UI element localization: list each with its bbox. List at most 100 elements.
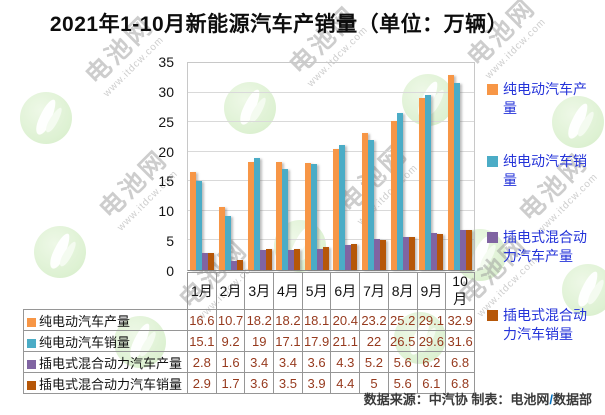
table-value-cell: 6.2 bbox=[416, 351, 447, 373]
legend-swatch-icon bbox=[487, 232, 498, 243]
series-name: 插电式混合动力汽车产量 bbox=[39, 355, 183, 371]
bar-纯电动汽车销量-4月 bbox=[282, 168, 289, 270]
bar-插电式混合动力汽车产量-7月 bbox=[374, 239, 380, 270]
y-axis-label: 15 bbox=[158, 173, 174, 190]
bar-插电式混合动力汽车销量-4月 bbox=[294, 249, 301, 270]
y-axis-label: 25 bbox=[158, 113, 174, 130]
table-value-cell: 29.1 bbox=[416, 309, 447, 331]
series-swatch-icon bbox=[27, 380, 36, 390]
table-value-cell: 18.2 bbox=[244, 309, 275, 331]
legend-label: 纯电动汽车产量 bbox=[503, 81, 587, 116]
table-value-cell: 20.4 bbox=[330, 309, 361, 331]
table-month-header: 7月 bbox=[359, 272, 389, 310]
bar-插电式混合动力汽车销量-3月 bbox=[265, 248, 272, 270]
bar-纯电动汽车产量-3月 bbox=[247, 162, 254, 270]
series-name: 插电式混合动力汽车销量 bbox=[39, 376, 183, 392]
table-month-header: 5月 bbox=[301, 272, 332, 310]
gridline bbox=[188, 209, 474, 211]
bar-插电式混合动力汽车销量-9月 bbox=[437, 233, 444, 270]
series-swatch-icon bbox=[27, 359, 36, 369]
watermark-logo-icon bbox=[34, 226, 86, 278]
table-row: 纯电动汽车销量 15.1 9.2 19 17.1 17.9 21.1 22 26.5 29.6 31… bbox=[23, 330, 475, 352]
bar-纯电动汽车产量-7月 bbox=[362, 132, 368, 270]
table-value-cell: 3.4 bbox=[244, 351, 275, 373]
watermark-logo-icon bbox=[20, 92, 72, 144]
series-swatch-icon bbox=[27, 338, 36, 348]
series-name: 纯电动汽车销量 bbox=[39, 334, 131, 350]
bar-纯电动汽车产量-2月 bbox=[219, 206, 225, 270]
table-value-cell: 6.8 bbox=[445, 372, 475, 394]
table-month-header: 6月 bbox=[330, 272, 361, 310]
bar-纯电动汽车销量-5月 bbox=[310, 164, 317, 270]
bar-纯电动汽车产量-10月 bbox=[447, 75, 454, 270]
table-month-header: 3月 bbox=[244, 272, 275, 310]
table-value-cell: 5.6 bbox=[387, 372, 418, 394]
bar-纯电动汽车产量-5月 bbox=[304, 162, 311, 270]
bar-插电式混合动力汽车产量-3月 bbox=[259, 249, 266, 270]
table-value-cell: 21.1 bbox=[330, 330, 361, 352]
table-value-cell: 32.9 bbox=[445, 309, 475, 331]
bar-插电式混合动力汽车销量-2月 bbox=[237, 259, 243, 270]
legend-item: 插电式混合动力汽车销量 bbox=[487, 306, 589, 344]
watermark-logo-icon bbox=[562, 264, 605, 316]
table-value-cell: 3.9 bbox=[301, 372, 332, 394]
bar-纯电动汽车销量-8月 bbox=[396, 113, 403, 270]
table-value-cell: 9.2 bbox=[215, 330, 246, 352]
legend-swatch-icon bbox=[487, 156, 498, 167]
gridline bbox=[188, 180, 474, 182]
table-value-cell: 3.5 bbox=[273, 372, 303, 394]
table-value-cell: 22 bbox=[359, 330, 389, 352]
legend-item: 纯电动汽车产量 bbox=[487, 80, 589, 118]
series-swatch-icon bbox=[27, 317, 36, 327]
y-axis-label: 5 bbox=[166, 233, 174, 250]
table-value-cell: 4.4 bbox=[330, 372, 361, 394]
source-note: 数据来源：中汽协 制表：电池网/数据部 bbox=[364, 389, 592, 408]
table-value-cell: 3.6 bbox=[301, 351, 332, 373]
table-value-cell: 15.1 bbox=[187, 330, 217, 352]
table-value-cell: 19 bbox=[244, 330, 275, 352]
series-name: 纯电动汽车产量 bbox=[39, 313, 131, 329]
legend-label: 插电式混合动力汽车销量 bbox=[503, 307, 587, 342]
table-month-header: 4月 bbox=[273, 272, 303, 310]
bar-纯电动汽车产量-8月 bbox=[390, 120, 397, 270]
gridline bbox=[188, 121, 474, 123]
table-value-cell: 4.3 bbox=[330, 351, 361, 373]
table-series-label: 纯电动汽车产量 bbox=[23, 309, 188, 331]
gridline bbox=[188, 239, 474, 241]
legend-label: 纯电动汽车销量 bbox=[503, 153, 587, 188]
table-month-header: 8月 bbox=[387, 272, 418, 310]
table-series-label: 插电式混合动力汽车销量 bbox=[23, 372, 188, 394]
bar-纯电动汽车产量-4月 bbox=[276, 162, 283, 270]
table-row: 插电式混合动力汽车销量 2.9 1.7 3.6 3.5 3.9 4.4 5 5.6 6.1 6.8 bbox=[23, 372, 475, 394]
bar-纯电动汽车销量-3月 bbox=[253, 157, 260, 270]
table-value-cell: 6.8 bbox=[445, 351, 475, 373]
table-value-cell: 17.9 bbox=[301, 330, 332, 352]
bar-插电式混合动力汽车产量-10月 bbox=[459, 229, 466, 270]
table-value-cell: 1.7 bbox=[215, 372, 246, 394]
page-title: 2021年1-10月新能源汽车产销量（单位：万辆） bbox=[49, 13, 509, 36]
table-value-cell: 3.6 bbox=[244, 372, 275, 394]
bar-纯电动汽车销量-6月 bbox=[339, 145, 346, 270]
table-value-cell: 25.2 bbox=[387, 309, 418, 331]
bar-纯电动汽车产量-9月 bbox=[419, 97, 426, 270]
gridline bbox=[188, 91, 474, 93]
bar-插电式混合动力汽车销量-6月 bbox=[351, 243, 358, 270]
bar-插电式混合动力汽车销量-7月 bbox=[380, 240, 386, 270]
gridline bbox=[188, 150, 474, 152]
y-axis-label: 0 bbox=[166, 263, 174, 279]
table-value-cell: 18.1 bbox=[301, 309, 332, 331]
legend-item: 插电式混合动力汽车产量 bbox=[487, 228, 589, 266]
source-note-text: 数据来源：中汽协 制表：电池网 bbox=[363, 392, 550, 407]
table-corner bbox=[24, 273, 188, 310]
bar-插电式混合动力汽车产量-2月 bbox=[231, 260, 237, 270]
bar-插电式混合动力汽车产量-1月 bbox=[202, 253, 209, 270]
table-month-header: 1月 bbox=[187, 272, 217, 310]
table-value-cell: 31.6 bbox=[445, 330, 475, 352]
legend-swatch-icon bbox=[487, 84, 498, 95]
bar-纯电动汽车销量-10月 bbox=[453, 83, 460, 270]
table-value-cell: 29.6 bbox=[416, 330, 447, 352]
watermark-logo-icon bbox=[552, 96, 604, 148]
y-axis-label: 20 bbox=[158, 143, 174, 160]
bar-插电式混合动力汽车产量-9月 bbox=[431, 233, 438, 270]
